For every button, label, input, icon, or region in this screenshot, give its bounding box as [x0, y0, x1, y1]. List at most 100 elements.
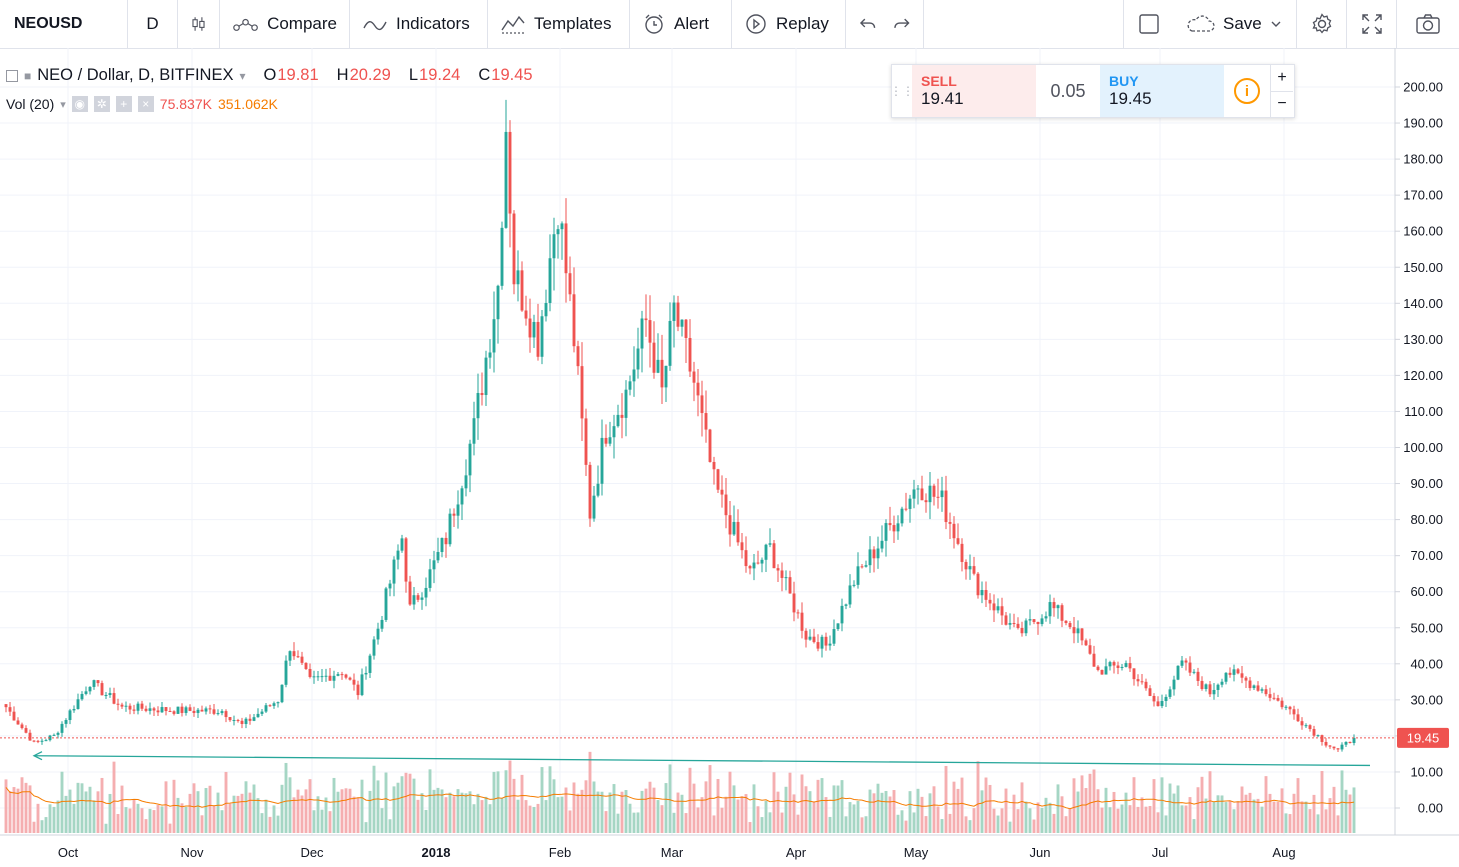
volume-bar — [752, 784, 756, 833]
screenshot-button[interactable] — [1397, 0, 1459, 48]
candle-body — [548, 258, 552, 303]
candle-body — [744, 550, 748, 567]
settings-button[interactable] — [1297, 0, 1347, 48]
candle-body — [732, 521, 736, 535]
volume-bar — [384, 772, 388, 833]
candle-body — [156, 710, 160, 713]
candle-body — [284, 660, 288, 685]
price-tick-label: 40.00 — [1410, 656, 1443, 671]
chart-type-button[interactable] — [178, 0, 220, 48]
candle-body — [1344, 741, 1348, 745]
volume-bar — [568, 810, 572, 833]
candle-body — [1212, 689, 1216, 695]
candle-body — [124, 705, 128, 707]
volume-bar — [1184, 805, 1188, 833]
candle-body — [388, 583, 392, 589]
volume-bar — [1216, 795, 1220, 833]
volume-dropdown-icon[interactable]: ▾ — [60, 98, 66, 111]
candle-body — [344, 674, 348, 678]
candle-body — [1152, 695, 1156, 702]
volume-bar — [696, 807, 700, 833]
candles-icon — [192, 17, 205, 31]
candle-body — [220, 711, 224, 714]
buy-button[interactable]: BUY 19.45 — [1100, 65, 1224, 117]
candle-body — [708, 429, 712, 462]
volume-bar — [692, 783, 696, 833]
volume-bar — [848, 802, 852, 833]
plus-small-icon[interactable]: + — [115, 96, 132, 112]
candle-body — [700, 395, 704, 414]
compare-button[interactable]: Compare — [220, 0, 350, 48]
candle-body — [1080, 628, 1084, 641]
redo-icon[interactable] — [892, 14, 912, 34]
symbol-button[interactable]: NEOUSD — [0, 0, 128, 48]
candle-body — [980, 589, 984, 596]
candle-body — [96, 680, 100, 684]
candle-body — [540, 316, 544, 357]
increase-button[interactable]: + — [1277, 68, 1287, 86]
candle-body — [180, 706, 184, 713]
replay-button[interactable]: Replay — [732, 0, 846, 48]
candle-body — [1220, 681, 1224, 685]
fullscreen-button[interactable] — [1347, 0, 1397, 48]
volume-bar — [416, 799, 420, 833]
candle-body — [48, 735, 52, 741]
volume-bar — [1328, 798, 1332, 833]
candle-body — [544, 302, 548, 317]
save-button[interactable]: Save — [1173, 0, 1297, 48]
candle-body — [600, 437, 604, 484]
candle-body — [1296, 714, 1300, 722]
volume-bar — [168, 823, 172, 833]
fullscreen-square-button[interactable] — [1123, 0, 1173, 48]
close-small-icon[interactable]: × — [137, 96, 154, 112]
templates-button[interactable]: Templates — [488, 0, 630, 48]
decrease-button[interactable]: − — [1271, 90, 1293, 118]
candle-body — [36, 740, 40, 742]
volume-bar — [1128, 805, 1132, 833]
alert-button[interactable]: Alert — [630, 0, 732, 48]
volume-bar — [448, 792, 452, 833]
volume-bar — [972, 808, 976, 833]
drag-handle-icon[interactable]: ⋮⋮ — [890, 84, 914, 98]
info-button[interactable]: i — [1224, 65, 1270, 117]
candle-body — [1148, 688, 1152, 696]
candle-body — [624, 389, 628, 418]
candle-body — [676, 302, 680, 327]
volume-bar — [516, 799, 520, 833]
sell-button[interactable]: SELL 19.41 — [912, 65, 1036, 117]
eye-icon[interactable]: ◉ — [71, 96, 88, 112]
settings-small-icon[interactable]: ✲ — [93, 96, 110, 112]
candle-body — [328, 675, 332, 681]
volume-bar — [560, 796, 564, 833]
candle-body — [896, 523, 900, 532]
volume-bar — [332, 777, 336, 833]
candle-body — [800, 612, 804, 631]
volume-bar — [1156, 812, 1160, 833]
interval-button[interactable]: D — [128, 0, 178, 48]
volume-bar — [548, 766, 552, 833]
volume-bar — [412, 778, 416, 833]
price-tick-label: 90.00 — [1410, 476, 1443, 491]
last-price-label: 19.45 — [1407, 730, 1440, 745]
candle-body — [848, 585, 852, 605]
volume-bar — [40, 820, 44, 833]
chevron-down-icon[interactable] — [1270, 18, 1282, 30]
candle-body — [1248, 680, 1252, 689]
price-tick-label: 130.00 — [1403, 332, 1443, 347]
candle-body — [1272, 697, 1276, 699]
indicators-button[interactable]: Indicators — [350, 0, 488, 48]
price-chart[interactable]: 200.00 190.00 180.00 170.00 160.00 150.00 140.… — [0, 48, 1459, 867]
candle-body — [252, 717, 256, 721]
volume-bar — [904, 820, 908, 833]
legend-dropdown-icon[interactable]: ▾ — [239, 68, 246, 83]
volume-bar — [456, 789, 460, 833]
volume-bar — [472, 804, 476, 833]
collapse-legend-icon[interactable] — [6, 69, 18, 82]
candle-body — [352, 679, 356, 685]
flag-icon[interactable]: ■ — [24, 68, 32, 83]
volume-bar — [220, 810, 224, 833]
candle-body — [564, 223, 568, 274]
undo-icon[interactable] — [858, 14, 878, 34]
candle-body — [712, 461, 716, 470]
high-value: 20.29 — [349, 66, 391, 84]
